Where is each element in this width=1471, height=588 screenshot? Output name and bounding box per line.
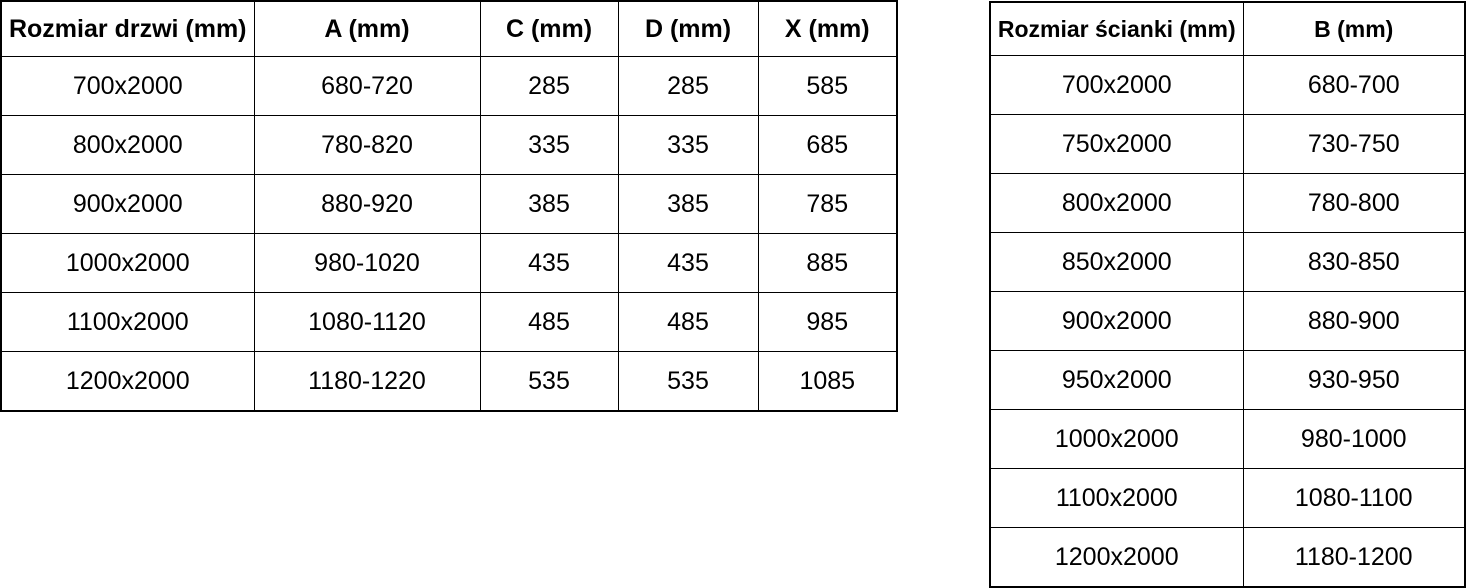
table-row: 1000x2000 980-1020 435 435 885	[0, 233, 898, 293]
table-row: 800x2000 780-820 335 335 685	[0, 115, 898, 175]
table-cell: 900x2000	[989, 291, 1244, 351]
table-row: 1100x2000 1080-1100	[989, 468, 1466, 528]
table-cell: 1180-1220	[253, 351, 481, 412]
table-cell: 385	[479, 174, 619, 234]
table-row: 700x2000 680-720 285 285 585	[0, 56, 898, 116]
table-cell: 535	[617, 351, 759, 412]
table-cell: 780-800	[1242, 173, 1466, 233]
column-header: C (mm)	[479, 0, 619, 57]
table-cell: 780-820	[253, 115, 481, 175]
table-cell: 1080-1100	[1242, 468, 1466, 528]
table-row: 900x2000 880-900	[989, 291, 1466, 351]
table-cell: 1100x2000	[989, 468, 1244, 528]
table-row: 1200x2000 1180-1220 535 535 1085	[0, 351, 898, 412]
table-row: 1100x2000 1080-1120 485 485 985	[0, 292, 898, 352]
table-cell: 1200x2000	[0, 351, 255, 412]
table-cell: 485	[479, 292, 619, 352]
table-cell: 700x2000	[989, 55, 1244, 115]
table-row: 1000x2000 980-1000	[989, 409, 1466, 469]
table-cell: 1200x2000	[989, 527, 1244, 588]
table-cell: 285	[479, 56, 619, 116]
table-cell: 1100x2000	[0, 292, 255, 352]
table-cell: 285	[617, 56, 759, 116]
table-cell: 1180-1200	[1242, 527, 1466, 588]
table-cell: 980-1020	[253, 233, 481, 293]
table-cell: 435	[617, 233, 759, 293]
table-cell: 880-920	[253, 174, 481, 234]
table-row: 850x2000 830-850	[989, 232, 1466, 292]
table-cell: 830-850	[1242, 232, 1466, 292]
table-cell: 800x2000	[0, 115, 255, 175]
table-cell: 950x2000	[989, 350, 1244, 410]
table-cell: 730-750	[1242, 114, 1466, 174]
table-cell: 900x2000	[0, 174, 255, 234]
table-cell: 785	[757, 174, 898, 234]
table-cell: 685	[757, 115, 898, 175]
table-row: 750x2000 730-750	[989, 114, 1466, 174]
table-cell: 485	[617, 292, 759, 352]
table-cell: 585	[757, 56, 898, 116]
table-row: 900x2000 880-920 385 385 785	[0, 174, 898, 234]
table-cell: 535	[479, 351, 619, 412]
table-cell: 1000x2000	[989, 409, 1244, 469]
table-cell: 885	[757, 233, 898, 293]
door-dimensions-table: Rozmiar drzwi (mm) A (mm) C (mm) D (mm) X (m…	[0, 0, 898, 412]
table-cell: 435	[479, 233, 619, 293]
table-row: 950x2000 930-950	[989, 350, 1466, 410]
table-cell: 850x2000	[989, 232, 1244, 292]
table-cell: 800x2000	[989, 173, 1244, 233]
table-cell: 335	[617, 115, 759, 175]
table-cell: 1085	[757, 351, 898, 412]
column-header: Rozmiar ścianki (mm)	[989, 1, 1244, 56]
column-header: A (mm)	[253, 0, 481, 57]
wall-panel-dimensions-table: Rozmiar ścianki (mm) B (mm) 700x2000 680-70…	[989, 1, 1466, 588]
table-cell: 980-1000	[1242, 409, 1466, 469]
column-header: X (mm)	[757, 0, 898, 57]
column-header: Rozmiar drzwi (mm)	[0, 0, 255, 57]
header-row: Rozmiar ścianki (mm) B (mm)	[989, 1, 1466, 56]
header-row: Rozmiar drzwi (mm) A (mm) C (mm) D (mm) X (m…	[0, 0, 898, 57]
table-cell: 930-950	[1242, 350, 1466, 410]
column-header: B (mm)	[1242, 1, 1466, 56]
table-row: 700x2000 680-700	[989, 55, 1466, 115]
table-row: 800x2000 780-800	[989, 173, 1466, 233]
table-cell: 385	[617, 174, 759, 234]
table-cell: 750x2000	[989, 114, 1244, 174]
column-header: D (mm)	[617, 0, 759, 57]
table-cell: 985	[757, 292, 898, 352]
table-cell: 680-700	[1242, 55, 1466, 115]
table-cell: 335	[479, 115, 619, 175]
table-cell: 700x2000	[0, 56, 255, 116]
table-cell: 680-720	[253, 56, 481, 116]
table-row: 1200x2000 1180-1200	[989, 527, 1466, 588]
table-cell: 1080-1120	[253, 292, 481, 352]
table-cell: 880-900	[1242, 291, 1466, 351]
table-cell: 1000x2000	[0, 233, 255, 293]
